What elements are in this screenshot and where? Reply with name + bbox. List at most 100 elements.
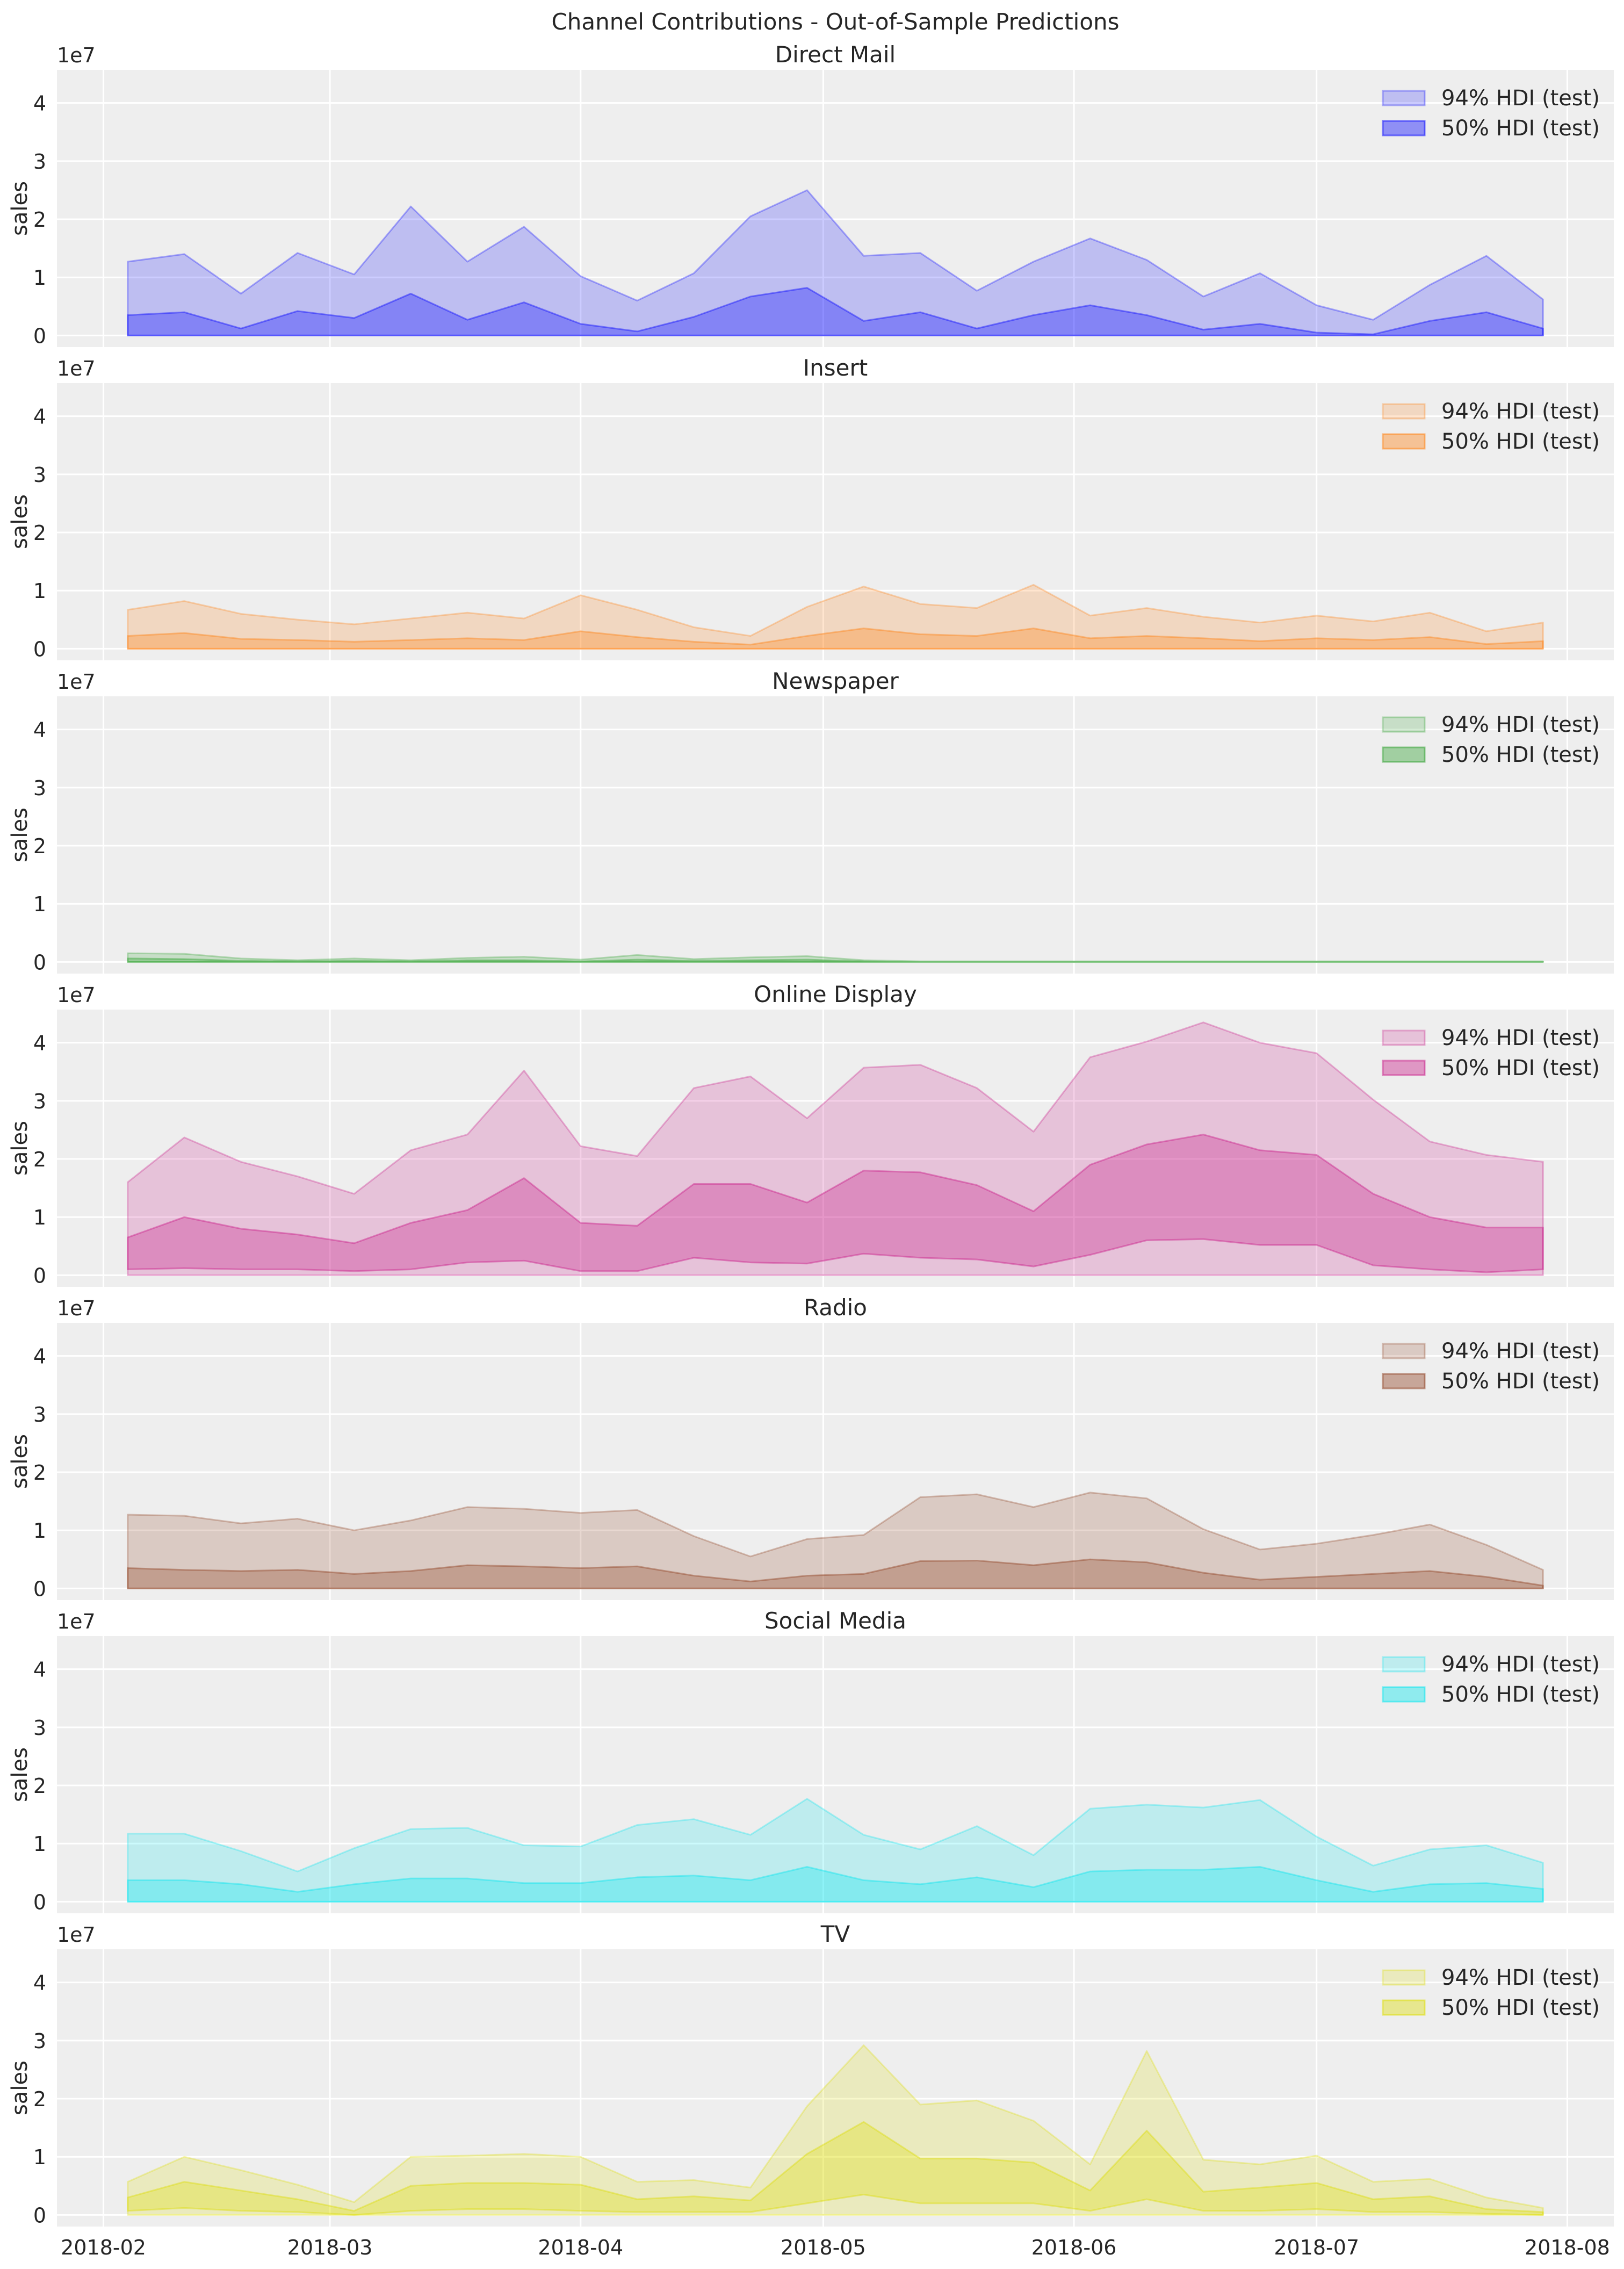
plot-area [57, 1010, 1614, 1287]
y-offset-label: 1e7 [57, 983, 96, 1007]
hdi50-band [127, 287, 1544, 336]
legend-swatch-94 [1382, 1343, 1426, 1359]
subplot-title: Insert [803, 355, 868, 381]
legend-swatch-94 [1382, 716, 1426, 733]
y-tick-label: 4 [33, 92, 46, 116]
hdi50-band [127, 957, 1544, 963]
y-axis-label: sales [8, 1434, 32, 1489]
y-tick-label: 1 [33, 1206, 46, 1229]
hdi50-band [127, 1558, 1544, 1589]
y-tick-label: 4 [33, 1658, 46, 1682]
y-tick-label: 1 [33, 579, 46, 603]
y-tick-label: 2 [33, 208, 46, 232]
y-tick-label: 0 [33, 1890, 46, 1914]
y-tick-label: 2 [33, 1148, 46, 1171]
y-offset-label: 1e7 [57, 1923, 96, 1947]
y-tick-label: 1 [33, 892, 46, 916]
y-axis-label: sales [8, 181, 32, 236]
legend-label: 50% HDI (test) [1441, 116, 1600, 141]
hdi94-band [127, 189, 1544, 336]
y-offset-label: 1e7 [57, 1296, 96, 1320]
hdi94-band [127, 584, 1544, 650]
y-offset-label: 1e7 [57, 357, 96, 380]
x-tick-label: 2018-07 [1274, 2236, 1359, 2259]
y-tick-label: 3 [33, 1090, 46, 1113]
y-tick-label: 3 [33, 776, 46, 800]
y-tick-label: 1 [33, 1519, 46, 1543]
x-tick-label: 2018-03 [287, 2236, 373, 2259]
legend-swatch-94 [1382, 90, 1426, 106]
y-axis-label: sales [8, 494, 32, 549]
y-tick-label: 0 [33, 1264, 46, 1287]
subplot-title: Online Display [754, 981, 917, 1007]
legend-label: 94% HDI (test) [1441, 1652, 1600, 1677]
hdi50-band [127, 1865, 1544, 1903]
y-tick-label: 0 [33, 950, 46, 974]
legend-swatch-50 [1382, 1060, 1426, 1076]
plot-area [57, 383, 1614, 660]
legend-label: 94% HDI (test) [1441, 1026, 1600, 1050]
legend-swatch-50 [1382, 120, 1426, 136]
y-tick-label: 4 [33, 718, 46, 742]
subplot-direct-mail: 0 1 2 3 4 1e7 sales Direct Mail 94% HDI (test) 50… [8, 41, 1614, 348]
legend-swatch-94 [1382, 1969, 1426, 1986]
hdi94-band [127, 952, 1544, 963]
y-offset-label: 1e7 [57, 44, 96, 67]
hdi94-band [127, 1492, 1544, 1589]
legend-swatch-94 [1382, 403, 1426, 420]
legend-label: 94% HDI (test) [1441, 1339, 1600, 1364]
y-tick-label: 4 [33, 1345, 46, 1368]
y-tick-label: 2 [33, 1774, 46, 1798]
subplot-radio: 0 1 2 3 4 1e7 sales Radio 94% HDI (test) 50% HDI … [8, 1294, 1614, 1601]
legend-label: 50% HDI (test) [1441, 743, 1600, 767]
plot-area [57, 696, 1614, 974]
legend-swatch-50 [1382, 1999, 1426, 2016]
x-tick-label: 2018-08 [1525, 2236, 1610, 2259]
y-tick-label: 2 [33, 1461, 46, 1485]
y-tick-label: 2 [33, 521, 46, 545]
plot-area [57, 1636, 1614, 1913]
legend-label: 50% HDI (test) [1441, 1056, 1600, 1081]
subplot-title: Radio [804, 1294, 867, 1321]
legend-swatch-50 [1382, 746, 1426, 763]
y-tick-label: 1 [33, 266, 46, 290]
subplot-title: Social Media [764, 1608, 906, 1634]
x-tick-label: 2018-05 [781, 2236, 866, 2259]
y-tick-label: 2 [33, 834, 46, 858]
subplot-newspaper: 0 1 2 3 4 1e7 sales Newspaper 94% HDI (test) 50% … [8, 668, 1614, 974]
y-tick-label: 2 [33, 2087, 46, 2111]
y-axis-label: sales [8, 1747, 32, 1802]
plot-area [57, 70, 1614, 347]
legend-swatch-50 [1382, 1373, 1426, 1389]
hdi50-band [127, 2121, 1544, 2216]
plot-area [57, 1949, 1614, 2227]
subplot-title: TV [820, 1921, 850, 1947]
y-tick-label: 1 [33, 2145, 46, 2169]
y-tick-label: 0 [33, 2203, 46, 2227]
x-tick-label: 2018-04 [538, 2236, 623, 2259]
subplot-insert: 0 1 2 3 4 1e7 sales Insert 94% HDI (test) 50% HDI… [8, 355, 1614, 661]
hdi94-band [127, 2044, 1544, 2216]
y-tick-label: 1 [33, 1832, 46, 1856]
hdi94-band [127, 1021, 1544, 1276]
legend-swatch-94 [1382, 1029, 1426, 1046]
plot-area [57, 1323, 1614, 1600]
y-tick-label: 3 [33, 1716, 46, 1740]
y-tick-label: 4 [33, 1032, 46, 1055]
y-axis-label: sales [8, 1121, 32, 1176]
subplot-social-media: 0 1 2 3 4 1e7 sales Social Media 94% HDI (test) 5… [8, 1608, 1614, 1914]
y-offset-label: 1e7 [57, 670, 96, 694]
y-axis-label: sales [8, 2061, 32, 2115]
y-axis-label: sales [8, 808, 32, 862]
y-tick-label: 4 [33, 405, 46, 429]
hdi50-band [127, 1134, 1544, 1273]
y-tick-label: 3 [33, 463, 46, 487]
legend-swatch-50 [1382, 433, 1426, 450]
subplot-title: Direct Mail [775, 41, 896, 68]
legend-label: 94% HDI (test) [1441, 86, 1600, 111]
y-tick-label: 0 [33, 637, 46, 661]
subplot-tv: 0 1 2 3 4 1e7 sales TV 94% HDI (test) 50% HDI (te… [8, 1921, 1614, 2259]
y-offset-label: 1e7 [57, 1610, 96, 1633]
x-tick-label: 2018-06 [1031, 2236, 1117, 2259]
